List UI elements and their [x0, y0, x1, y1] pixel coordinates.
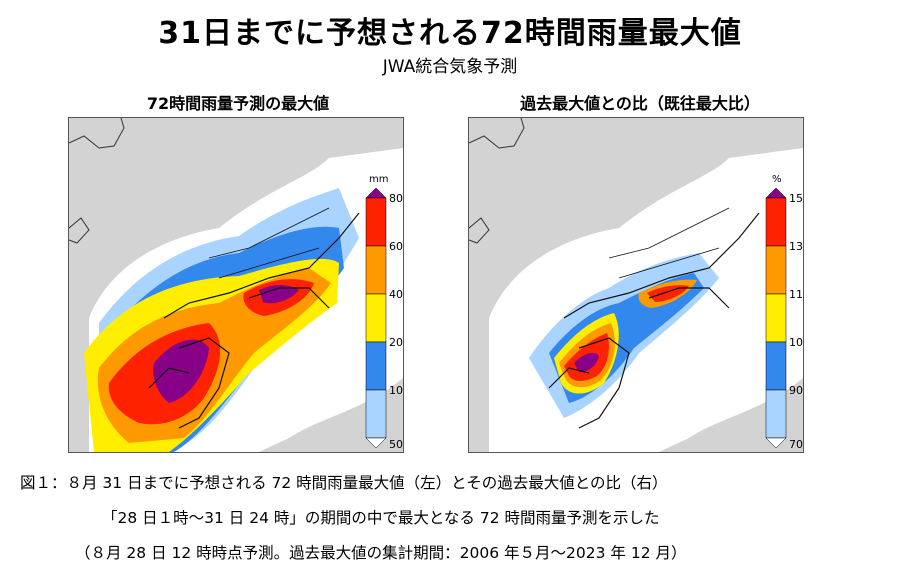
colorbar-band-110 [765, 245, 787, 295]
colorbar-tick: 200 [389, 336, 403, 349]
figure-title: 31日までに予想される72時間雨量最大値 [158, 16, 742, 51]
colorbar-right: % 150 130 110 100 90 70 [765, 174, 810, 451]
figure-subtitle: JWA統合気象予測 [382, 57, 518, 77]
coastlines-japan [148, 212, 360, 429]
colorbar-tick: 100 [789, 336, 803, 349]
rainfall-map-svg: mm 800 600 400 200 100 50 [68, 117, 410, 452]
ratio-band-130-shikoku [647, 285, 689, 302]
colorbar-band-130 [765, 197, 787, 247]
colorbar-tick: 50 [389, 438, 403, 451]
colorbar-band-600 [365, 197, 387, 247]
colorbar-band-70 [765, 389, 787, 439]
colorbar-band-100 [765, 293, 787, 343]
prefecture-borders [208, 207, 330, 279]
coastline-peninsula [68, 217, 90, 244]
colorbar-band-50 [365, 389, 387, 439]
coastline-korea [68, 117, 125, 149]
colorbar-tick: 130 [789, 240, 803, 253]
colorbar-tick: 800 [389, 192, 403, 205]
colorbar-band-90 [765, 341, 787, 391]
colorbar-tick: 400 [389, 288, 403, 301]
caption-line-3: （８月 28 日 12 時時点予測。過去最大値の集計期間：2006 年５月～20… [75, 544, 687, 562]
colorbar-tick: 100 [389, 384, 403, 397]
prefecture-borders [608, 207, 730, 279]
rain-band-800-shikoku [259, 285, 299, 304]
colorbar-tick: 70 [789, 438, 803, 451]
colorbar-min-arrow [765, 437, 787, 449]
colorbar-unit: mm [369, 174, 388, 185]
colorbar-band-100 [365, 341, 387, 391]
colorbar-band-200 [365, 293, 387, 343]
caption-line-2: 「28 日１時～31 日 24 時」の期間の中で最大となる 72 時間雨量予測を… [102, 509, 660, 527]
coastline-korea [468, 117, 525, 149]
coastline-peninsula [468, 217, 490, 244]
ratio-band-150 [574, 352, 599, 373]
colorbar-tick: 600 [389, 240, 403, 253]
ratio-map-svg: % 150 130 110 100 90 70 [468, 117, 810, 452]
colorbar-band-400 [365, 245, 387, 295]
colorbar-tick: 90 [789, 384, 803, 397]
colorbar-tick: 150 [789, 192, 803, 205]
right-panel-title: 過去最大値との比（既往最大比） [520, 94, 760, 113]
coastlines-japan [548, 212, 760, 429]
colorbar-min-arrow [365, 437, 387, 449]
caption-line-1: 図１：８月 31 日までに予想される 72 時間雨量最大値（左）とその過去最大値… [20, 474, 668, 492]
ratio-map: % 150 130 110 100 90 70 [468, 117, 810, 453]
left-panel-title: 72時間雨量予測の最大値 [146, 94, 330, 113]
colorbar-unit: % [772, 174, 782, 185]
rainfall-map: mm 800 600 400 200 100 50 [68, 117, 410, 453]
colorbar-tick: 110 [789, 288, 803, 301]
